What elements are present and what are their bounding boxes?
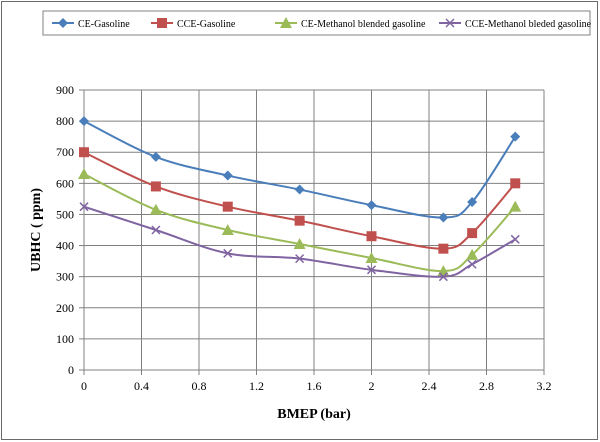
legend-marker <box>445 18 455 28</box>
x-tick-label: 1.2 <box>249 379 264 393</box>
data-point <box>365 252 378 263</box>
legend-marker <box>58 18 68 28</box>
data-point <box>467 259 477 269</box>
data-point <box>79 116 89 127</box>
data-point <box>222 201 233 212</box>
axis-labels: 0 100 200 300 400 500 600 700 800 900 0 0.4 0.8 1.2 1.… <box>29 83 552 422</box>
data-point <box>221 224 234 235</box>
data-point <box>150 181 161 192</box>
data-point <box>510 234 520 244</box>
series-line <box>83 120 517 219</box>
y-tick-label: 900 <box>56 83 74 97</box>
y-axis-title: UBHC ( ppm) <box>29 188 44 272</box>
data-point <box>150 151 161 162</box>
data-point <box>467 197 478 207</box>
legend-label: CCE-Gasoline <box>177 19 236 30</box>
data-point <box>222 170 233 181</box>
grid <box>84 89 545 370</box>
series-line <box>83 151 517 250</box>
y-tick-label: 400 <box>56 239 74 253</box>
legend-marker <box>157 18 167 28</box>
data-point <box>149 203 162 215</box>
data-point <box>438 272 448 282</box>
legend-label: CE-Gasoline <box>78 19 130 30</box>
data-point <box>295 254 305 264</box>
legend-box <box>42 10 591 36</box>
series-1 <box>79 147 521 254</box>
y-tick-label: 500 <box>56 207 74 221</box>
x-tick-label: 0.8 <box>192 379 207 393</box>
data-point <box>79 202 89 212</box>
data-point <box>510 131 521 142</box>
data-point <box>467 228 478 239</box>
data-point <box>293 238 306 249</box>
data-point <box>294 215 305 226</box>
legend-entry: CE-Methanol blended gasoline <box>275 17 426 30</box>
series-3 <box>79 202 520 282</box>
legend-marker <box>280 17 292 28</box>
y-tick-label: 700 <box>56 145 74 159</box>
data-point <box>366 200 377 211</box>
y-tick-label: 800 <box>56 114 74 128</box>
data-point <box>78 168 90 179</box>
data-point <box>509 200 522 212</box>
series-2 <box>78 168 522 277</box>
data-point <box>510 178 521 189</box>
y-tick-label: 0 <box>68 363 74 377</box>
data-point <box>151 225 161 235</box>
legend-label: CCE-Methanol bleded gasoline <box>465 19 592 30</box>
x-tick-label: 0.4 <box>134 379 149 393</box>
x-tick-label: 2.4 <box>422 379 437 393</box>
data-point <box>79 147 89 158</box>
y-tick-label: 200 <box>56 301 74 315</box>
data-point <box>223 248 233 258</box>
data-point <box>294 184 305 195</box>
data-point <box>366 265 377 275</box>
series-line <box>83 205 516 278</box>
legend-entry: CCE-Gasoline <box>151 18 236 30</box>
y-tick-label: 300 <box>56 270 74 284</box>
x-tick-label: 3.2 <box>537 379 552 393</box>
data-point <box>466 248 479 260</box>
legend-label: CE-Methanol blended gasoline <box>301 19 426 30</box>
y-tick-label: 600 <box>56 176 74 190</box>
x-tick-label: 2 <box>369 379 375 393</box>
series-0 <box>79 116 521 223</box>
data-point <box>438 243 449 254</box>
data-point <box>438 212 449 223</box>
series-layer <box>78 116 522 282</box>
axes <box>79 89 545 375</box>
x-tick-label: 1.6 <box>307 379 322 393</box>
data-point <box>366 231 377 242</box>
legend-entry: CE-Gasoline <box>52 18 130 30</box>
x-tick-label: 0 <box>81 379 87 393</box>
legend: CE-Gasoline CCE-Gasoline CE-Methanol blend… <box>42 10 592 36</box>
x-tick-label: 2.8 <box>479 379 494 393</box>
x-axis-title: BMEP (bar) <box>277 407 351 422</box>
y-tick-label: 100 <box>56 332 74 346</box>
legend-entry: CCE-Methanol bleded gasoline <box>439 18 592 30</box>
